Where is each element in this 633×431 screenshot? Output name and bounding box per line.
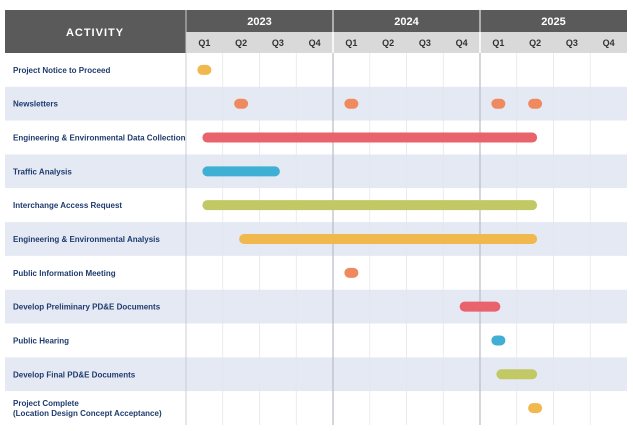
quarter-label: Q4 [309, 38, 321, 48]
quarter-header-bg [186, 32, 627, 53]
quarter-label: Q3 [566, 38, 578, 48]
activity-header-label: ACTIVITY [66, 27, 124, 39]
activity-label: Public Information Meeting [13, 269, 116, 278]
quarter-label: Q1 [492, 38, 504, 48]
milestone-marker [344, 267, 359, 278]
milestone-marker [491, 335, 506, 346]
activity-label: Develop Preliminary PD&E Documents [13, 303, 161, 312]
quarter-label: Q3 [419, 38, 431, 48]
quarter-label: Q2 [529, 38, 541, 48]
task-bar [202, 200, 538, 211]
quarter-label: Q2 [382, 38, 394, 48]
activity-label: Engineering & Environmental Data Collect… [13, 134, 186, 143]
quarter-label: Q1 [345, 38, 357, 48]
activity-label: Public Hearing [13, 336, 69, 345]
activity-label: Traffic Analysis [13, 167, 72, 176]
milestone-marker [344, 98, 359, 109]
quarter-label: Q2 [235, 38, 247, 48]
quarter-label: Q1 [198, 38, 210, 48]
year-header-cell [186, 10, 333, 32]
activity-label: Engineering & Environmental Analysis [13, 235, 160, 244]
quarter-label: Q3 [272, 38, 284, 48]
year-label: 2023 [247, 16, 271, 28]
task-bar [202, 132, 538, 143]
activity-label: Develop Final PD&E Documents [13, 370, 136, 379]
year-label: 2024 [394, 16, 419, 28]
activity-label: Newsletters [13, 100, 58, 109]
year-header-cell [480, 10, 627, 32]
year-header: 2023 2024 2025 [186, 10, 627, 53]
activity-rows: Project Notice to Proceed Newsletters Engi… [5, 53, 627, 425]
row-background [5, 255, 627, 290]
quarter-label: Q4 [603, 38, 615, 48]
task-bar [239, 234, 538, 244]
milestone-marker [528, 98, 543, 109]
task-bar [496, 369, 538, 380]
row-background [5, 154, 627, 189]
year-header-cell [333, 10, 480, 32]
row-background [5, 53, 627, 87]
row-background [5, 289, 627, 324]
activity-header-cell [5, 10, 186, 53]
year-label: 2025 [541, 16, 565, 28]
activity-label: Interchange Access Request [13, 201, 122, 210]
milestone-marker [234, 98, 249, 109]
task-bar [202, 166, 280, 177]
milestone-marker [528, 403, 543, 414]
milestone-marker [491, 98, 506, 109]
row-background [5, 323, 627, 358]
gantt-bars [197, 64, 543, 414]
activity-label: Project Complete (Location Design Concept… [13, 399, 162, 418]
milestone-marker [197, 64, 212, 75]
row-background [5, 391, 627, 425]
activity-label: Project Notice to Proceed [13, 66, 110, 75]
task-bar [459, 301, 501, 312]
row-background [5, 86, 627, 121]
quarter-label: Q4 [456, 38, 468, 48]
quarter-header: Q1 Q2 Q3 Q4 Q1 Q2 Q3 Q4 Q1 Q2 Q3 Q4 [186, 32, 627, 53]
